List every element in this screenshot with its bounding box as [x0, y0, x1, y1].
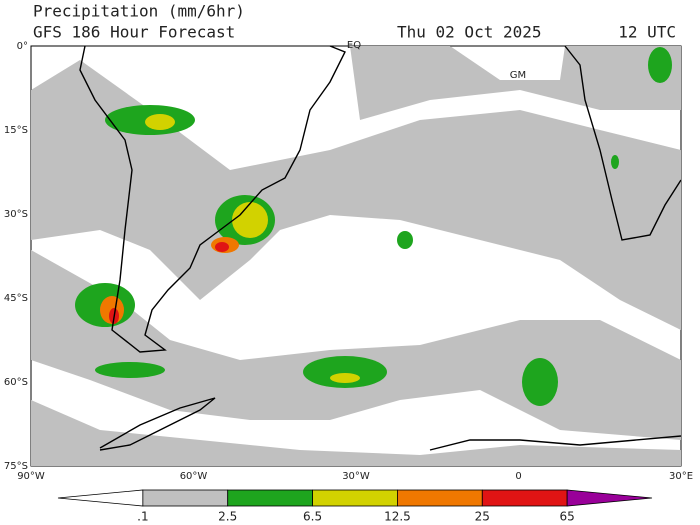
colorbar-label: 6.5: [303, 510, 322, 524]
annotation: EQ: [347, 40, 361, 51]
lon-label: 60°W: [180, 471, 208, 482]
axes: 0° 15°S 30°S 45°S 60°S 75°S90°W 60°W 30°W 0 30°E: [4, 41, 693, 482]
colorbar-segment: [481, 489, 568, 507]
colorbar-segment: [566, 489, 653, 507]
time: 12 UTC: [618, 23, 676, 42]
colorbar-segment: [397, 489, 483, 507]
colorbar-segment: [312, 489, 398, 507]
lat-label: 60°S: [4, 377, 28, 388]
colorbar: .1 2.5 6.5 12.5 25 65: [57, 489, 653, 524]
map: EQ GM: [30, 40, 682, 467]
lat-label: 45°S: [4, 293, 28, 304]
colorbar-segment: [142, 489, 229, 507]
lat-label: 75°S: [4, 461, 28, 472]
annotation: GM: [510, 70, 526, 81]
light-precip: [31, 46, 681, 466]
lon-label: 90°W: [17, 471, 45, 482]
colorbar-segment: [57, 489, 144, 507]
heavy-precip: [75, 47, 672, 406]
colorbar-label: 12.5: [384, 510, 411, 524]
lat-label: 15°S: [4, 125, 28, 136]
colorbar-label: 2.5: [218, 510, 237, 524]
lon-label: 30°E: [669, 471, 693, 482]
colorbar-label: 65: [560, 510, 575, 524]
coastlines: [79, 45, 682, 451]
lat-label: 0°: [17, 41, 28, 52]
date: Thu 02 Oct 2025: [397, 23, 542, 42]
lon-label: 0: [515, 471, 521, 482]
colorbar-segment: [227, 489, 313, 507]
model: GFS 186 Hour Forecast: [33, 23, 235, 42]
lat-label: 30°S: [4, 209, 28, 220]
lon-label: 30°W: [342, 471, 370, 482]
colorbar-label: .1: [137, 510, 148, 524]
colorbar-label: 25: [475, 510, 490, 524]
title: Precipitation (mm/6hr): [33, 2, 245, 21]
